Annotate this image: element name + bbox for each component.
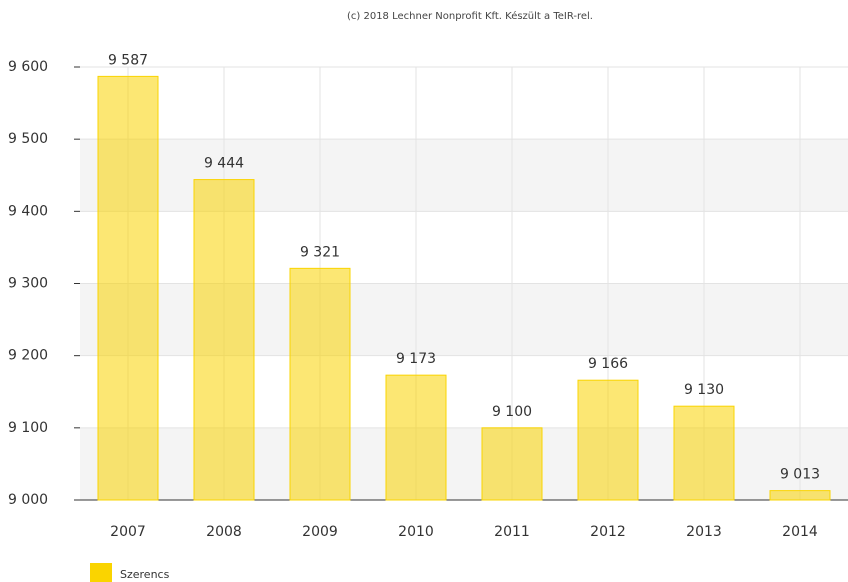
value-label: 9 166	[588, 356, 628, 372]
value-label: 9 444	[204, 156, 244, 172]
y-tick-label: 9 400	[8, 203, 48, 219]
y-tick-label: 9 100	[8, 420, 48, 436]
value-label: 9 013	[780, 467, 820, 483]
bar	[385, 374, 447, 501]
bar	[673, 405, 735, 501]
x-tick-label: 2010	[398, 524, 434, 540]
x-tick-label: 2009	[302, 524, 338, 540]
y-tick-label: 9 500	[8, 131, 48, 147]
legend-label: Szerencs	[120, 568, 170, 581]
x-tick-label: 2013	[686, 524, 722, 540]
value-label: 9 173	[396, 351, 436, 367]
value-label: 9 321	[300, 244, 340, 260]
bar	[289, 267, 351, 501]
x-tick-label: 2014	[782, 524, 818, 540]
value-label: 9 130	[684, 382, 724, 398]
bar	[577, 379, 639, 501]
x-tick-label: 2012	[590, 524, 626, 540]
legend-swatch	[90, 563, 112, 582]
bar	[97, 75, 159, 501]
y-tick-label: 9 200	[8, 348, 48, 364]
bar	[769, 490, 831, 501]
x-tick-label: 2011	[494, 524, 530, 540]
value-label: 9 100	[492, 404, 532, 420]
value-label: 9 587	[108, 52, 148, 68]
x-tick-label: 2007	[110, 524, 146, 540]
y-tick-label: 9 600	[8, 59, 48, 75]
bar	[193, 179, 255, 501]
bar	[481, 427, 543, 501]
chart-subtitle: (c) 2018 Lechner Nonprofit Kft. Készült …	[347, 10, 593, 22]
x-tick-label: 2008	[206, 524, 242, 540]
y-tick-label: 9 000	[8, 492, 48, 508]
y-tick-label: 9 300	[8, 276, 48, 292]
